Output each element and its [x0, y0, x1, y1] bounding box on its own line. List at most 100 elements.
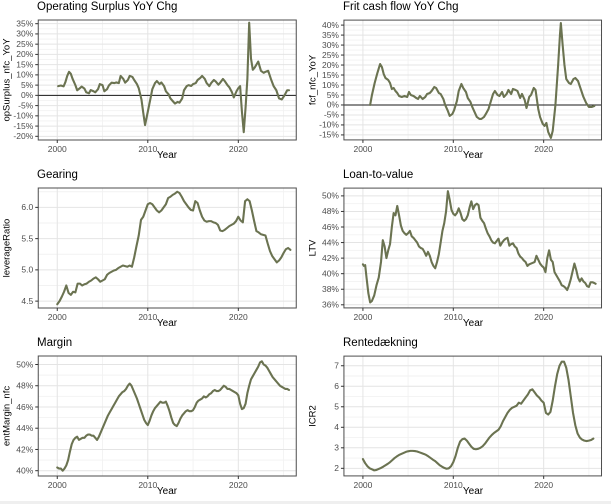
panel-border — [343, 187, 603, 309]
panel-border — [37, 19, 297, 141]
x-tick-label: 2010 — [138, 480, 157, 490]
x-tick-label: 2020 — [229, 312, 248, 322]
plot-area: 4.5 5.0 5.5 6.0 2000 2010 2020 — [21, 187, 297, 322]
x-tick-label: 2000 — [48, 312, 67, 322]
y-tick-label: 10% — [322, 80, 339, 90]
x-tick-label: 2010 — [444, 144, 463, 154]
panel-border — [37, 355, 297, 477]
y-tick-label: 15% — [16, 59, 33, 69]
y-tick-label: 7 — [334, 361, 339, 371]
chart-panel-gearing: Gearing leverageRatio Year 4.5 5.0 5.5 6.0 2000… — [0, 168, 306, 336]
chart-panel-operating-surplus: Operating Surplus YoY Chg opSurplus_nfc_Y… — [0, 0, 306, 168]
y-tick-label: 46% — [16, 402, 33, 412]
y-tick-label: 25% — [16, 39, 33, 49]
x-axis-label: Year — [462, 150, 484, 161]
plot-area: -20%-15%-10%-5%0%5%10%15%20%25%30%35% 200… — [13, 18, 297, 154]
y-tick-label: 6.0 — [21, 202, 33, 212]
y-tick-label: 50% — [322, 191, 339, 201]
chart-title: Gearing — [37, 169, 78, 181]
chart-title: Margin — [37, 337, 73, 349]
panel-background — [38, 356, 297, 476]
y-tick-label: 44% — [16, 423, 33, 433]
chart-title: Rentedækning — [343, 337, 418, 349]
x-tick-label: 2010 — [138, 312, 157, 322]
plot-area: 40% 42% 44% 46% 48% 50% 2000 2010 2020 — [16, 355, 297, 490]
y-tick-label: 5.0 — [21, 265, 33, 275]
y-tick-label: 0% — [327, 100, 340, 110]
y-tick-label: 5% — [21, 80, 34, 90]
y-tick-label: 30% — [16, 29, 33, 39]
x-tick-label: 2010 — [444, 312, 463, 322]
y-tick-label: 48% — [16, 381, 33, 391]
data-line — [56, 360, 291, 472]
plot-area: 36% 38% 40% 42% 44% 46% 48% 50% 2000 2010 2020 — [322, 187, 603, 322]
y-tick-label: 36% — [322, 300, 339, 310]
y-tick-label: 38% — [322, 284, 339, 294]
y-tick-label: 10% — [16, 70, 33, 80]
y-tick-label: 42% — [322, 253, 339, 263]
y-tick-label: -5% — [324, 110, 340, 120]
y-tick-label: -5% — [18, 100, 34, 110]
panel-border — [37, 187, 297, 309]
y-tick-label: 40% — [322, 268, 339, 278]
x-axis-label: Year — [156, 318, 178, 329]
x-tick-label: 2020 — [229, 144, 248, 154]
y-tick-label: 44% — [322, 237, 339, 247]
y-tick-label: 5.5 — [21, 233, 33, 243]
y-tick-label: -15% — [319, 130, 339, 140]
x-tick-label: 2020 — [534, 312, 553, 322]
y-tick-label: 20% — [322, 60, 339, 70]
x-tick-label: 2000 — [48, 480, 67, 490]
y-tick-label: 0% — [21, 90, 34, 100]
x-tick-label: 2020 — [229, 480, 248, 490]
x-tick-label: 2010 — [138, 144, 157, 154]
x-tick-label: 2000 — [353, 312, 372, 322]
chart-title: Operating Surplus YoY Chg — [37, 1, 178, 13]
plot-area: -15%-10%-5%0%5%10%15%20%25%30%35%40% 2000… — [319, 19, 603, 154]
data-line — [361, 360, 595, 472]
panel-background — [38, 188, 297, 308]
x-tick-label: 2010 — [444, 480, 463, 490]
x-axis-label: Year — [462, 486, 484, 497]
y-tick-label: 48% — [322, 206, 339, 216]
y-tick-label: 40% — [16, 465, 33, 475]
chart-panel-ltv: Loan-to-value LTV Year 36% 38% 40% 42% 44% 46% 48… — [306, 168, 611, 336]
y-tick-label: -20% — [13, 131, 33, 141]
y-tick-label: 42% — [16, 444, 33, 454]
x-axis-label: Year — [156, 150, 178, 161]
y-tick-label: 50% — [16, 359, 33, 369]
y-tick-label: -10% — [319, 120, 339, 130]
x-tick-label: 2000 — [353, 144, 372, 154]
y-tick-label: 30% — [322, 40, 339, 50]
y-tick-label: 2 — [334, 463, 339, 473]
y-tick-label: -10% — [13, 111, 33, 121]
data-line — [369, 22, 596, 139]
y-tick-label: 5% — [327, 90, 340, 100]
chart-panel-rentedaekning: Rentedækning ICR2 Year 2 3 4 5 6 7 2000 2010 2020 — [306, 336, 611, 504]
y-tick-label: 20% — [16, 49, 33, 59]
panel-border — [343, 19, 603, 141]
x-axis-label: Year — [156, 486, 178, 497]
chart-panel-margin: Margin entMargin_nfc Year 40% 42% 44% 46% 48% 50… — [0, 336, 306, 504]
y-tick-label: 5 — [334, 402, 339, 412]
panel-border — [343, 355, 603, 477]
chart-title: Frit cash flow YoY Chg — [343, 1, 459, 13]
y-tick-label: -15% — [13, 121, 33, 131]
x-tick-label: 2000 — [48, 144, 67, 154]
y-tick-label: 46% — [322, 222, 339, 232]
y-tick-label: 25% — [322, 50, 339, 60]
y-tick-label: 35% — [322, 30, 339, 40]
y-tick-label: 6 — [334, 381, 339, 391]
data-line — [361, 190, 597, 304]
chart-panel-fcf: Frit cash flow YoY Chg fcf_nfc_YoY Year -15… — [306, 0, 611, 168]
plot-area: 2 3 4 5 6 7 2000 2010 2020 — [334, 355, 603, 490]
x-tick-label: 2020 — [534, 480, 553, 490]
y-tick-label: 15% — [322, 70, 339, 80]
data-line — [56, 190, 292, 306]
bottom-strip — [0, 501, 611, 504]
y-tick-label: 35% — [16, 18, 33, 28]
chart-title: Loan-to-value — [343, 169, 414, 181]
x-axis-label: Year — [462, 318, 484, 329]
